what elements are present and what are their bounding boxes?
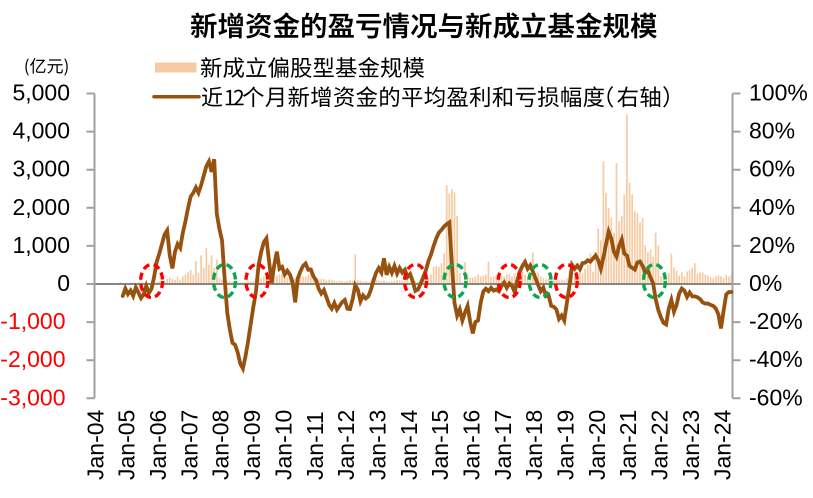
svg-text:60%: 60% [749, 156, 795, 182]
svg-text:-2,000: -2,000 [0, 346, 65, 372]
svg-text:Jan-21: Jan-21 [615, 410, 641, 480]
svg-text:Jan-19: Jan-19 [553, 410, 579, 480]
svg-text:Jan-11: Jan-11 [302, 411, 328, 480]
svg-text:Jan-17: Jan-17 [490, 410, 516, 480]
svg-text:Jan-06: Jan-06 [145, 410, 171, 480]
svg-text:-3,000: -3,000 [0, 384, 65, 410]
svg-text:Jan-15: Jan-15 [427, 410, 453, 480]
svg-text:Jan-22: Jan-22 [647, 410, 673, 480]
svg-text:Jan-20: Jan-20 [584, 410, 610, 480]
svg-text:-1,000: -1,000 [0, 308, 65, 334]
svg-text:Jan-04: Jan-04 [82, 409, 108, 480]
svg-text:100%: 100% [749, 80, 808, 106]
svg-text:Jan-16: Jan-16 [459, 410, 485, 480]
svg-text:-40%: -40% [749, 346, 803, 372]
svg-text:1,000: 1,000 [12, 232, 70, 258]
svg-text:Jan-12: Jan-12 [333, 410, 359, 480]
svg-text:3,000: 3,000 [12, 156, 70, 182]
svg-text:0%: 0% [749, 270, 782, 296]
svg-text:Jan-05: Jan-05 [114, 410, 140, 480]
svg-text:Jan-08: Jan-08 [208, 410, 234, 480]
svg-text:Jan-23: Jan-23 [678, 410, 704, 480]
svg-text:Jan-18: Jan-18 [521, 410, 547, 480]
svg-text:5,000: 5,000 [12, 80, 70, 106]
svg-text:0: 0 [57, 270, 70, 296]
svg-text:-60%: -60% [749, 384, 803, 410]
svg-text:Jan-07: Jan-07 [176, 410, 202, 480]
svg-text:-20%: -20% [749, 308, 803, 334]
svg-text:Jan-13: Jan-13 [365, 410, 391, 480]
svg-text:4,000: 4,000 [12, 118, 70, 144]
svg-text:40%: 40% [749, 194, 795, 220]
svg-text:80%: 80% [749, 118, 795, 144]
svg-text:2,000: 2,000 [12, 194, 70, 220]
svg-text:Jan-09: Jan-09 [239, 410, 265, 480]
svg-text:20%: 20% [749, 232, 795, 258]
svg-text:Jan-14: Jan-14 [396, 409, 422, 480]
svg-text:Jan-10: Jan-10 [270, 410, 296, 480]
svg-text:Jan-24: Jan-24 [709, 409, 735, 480]
